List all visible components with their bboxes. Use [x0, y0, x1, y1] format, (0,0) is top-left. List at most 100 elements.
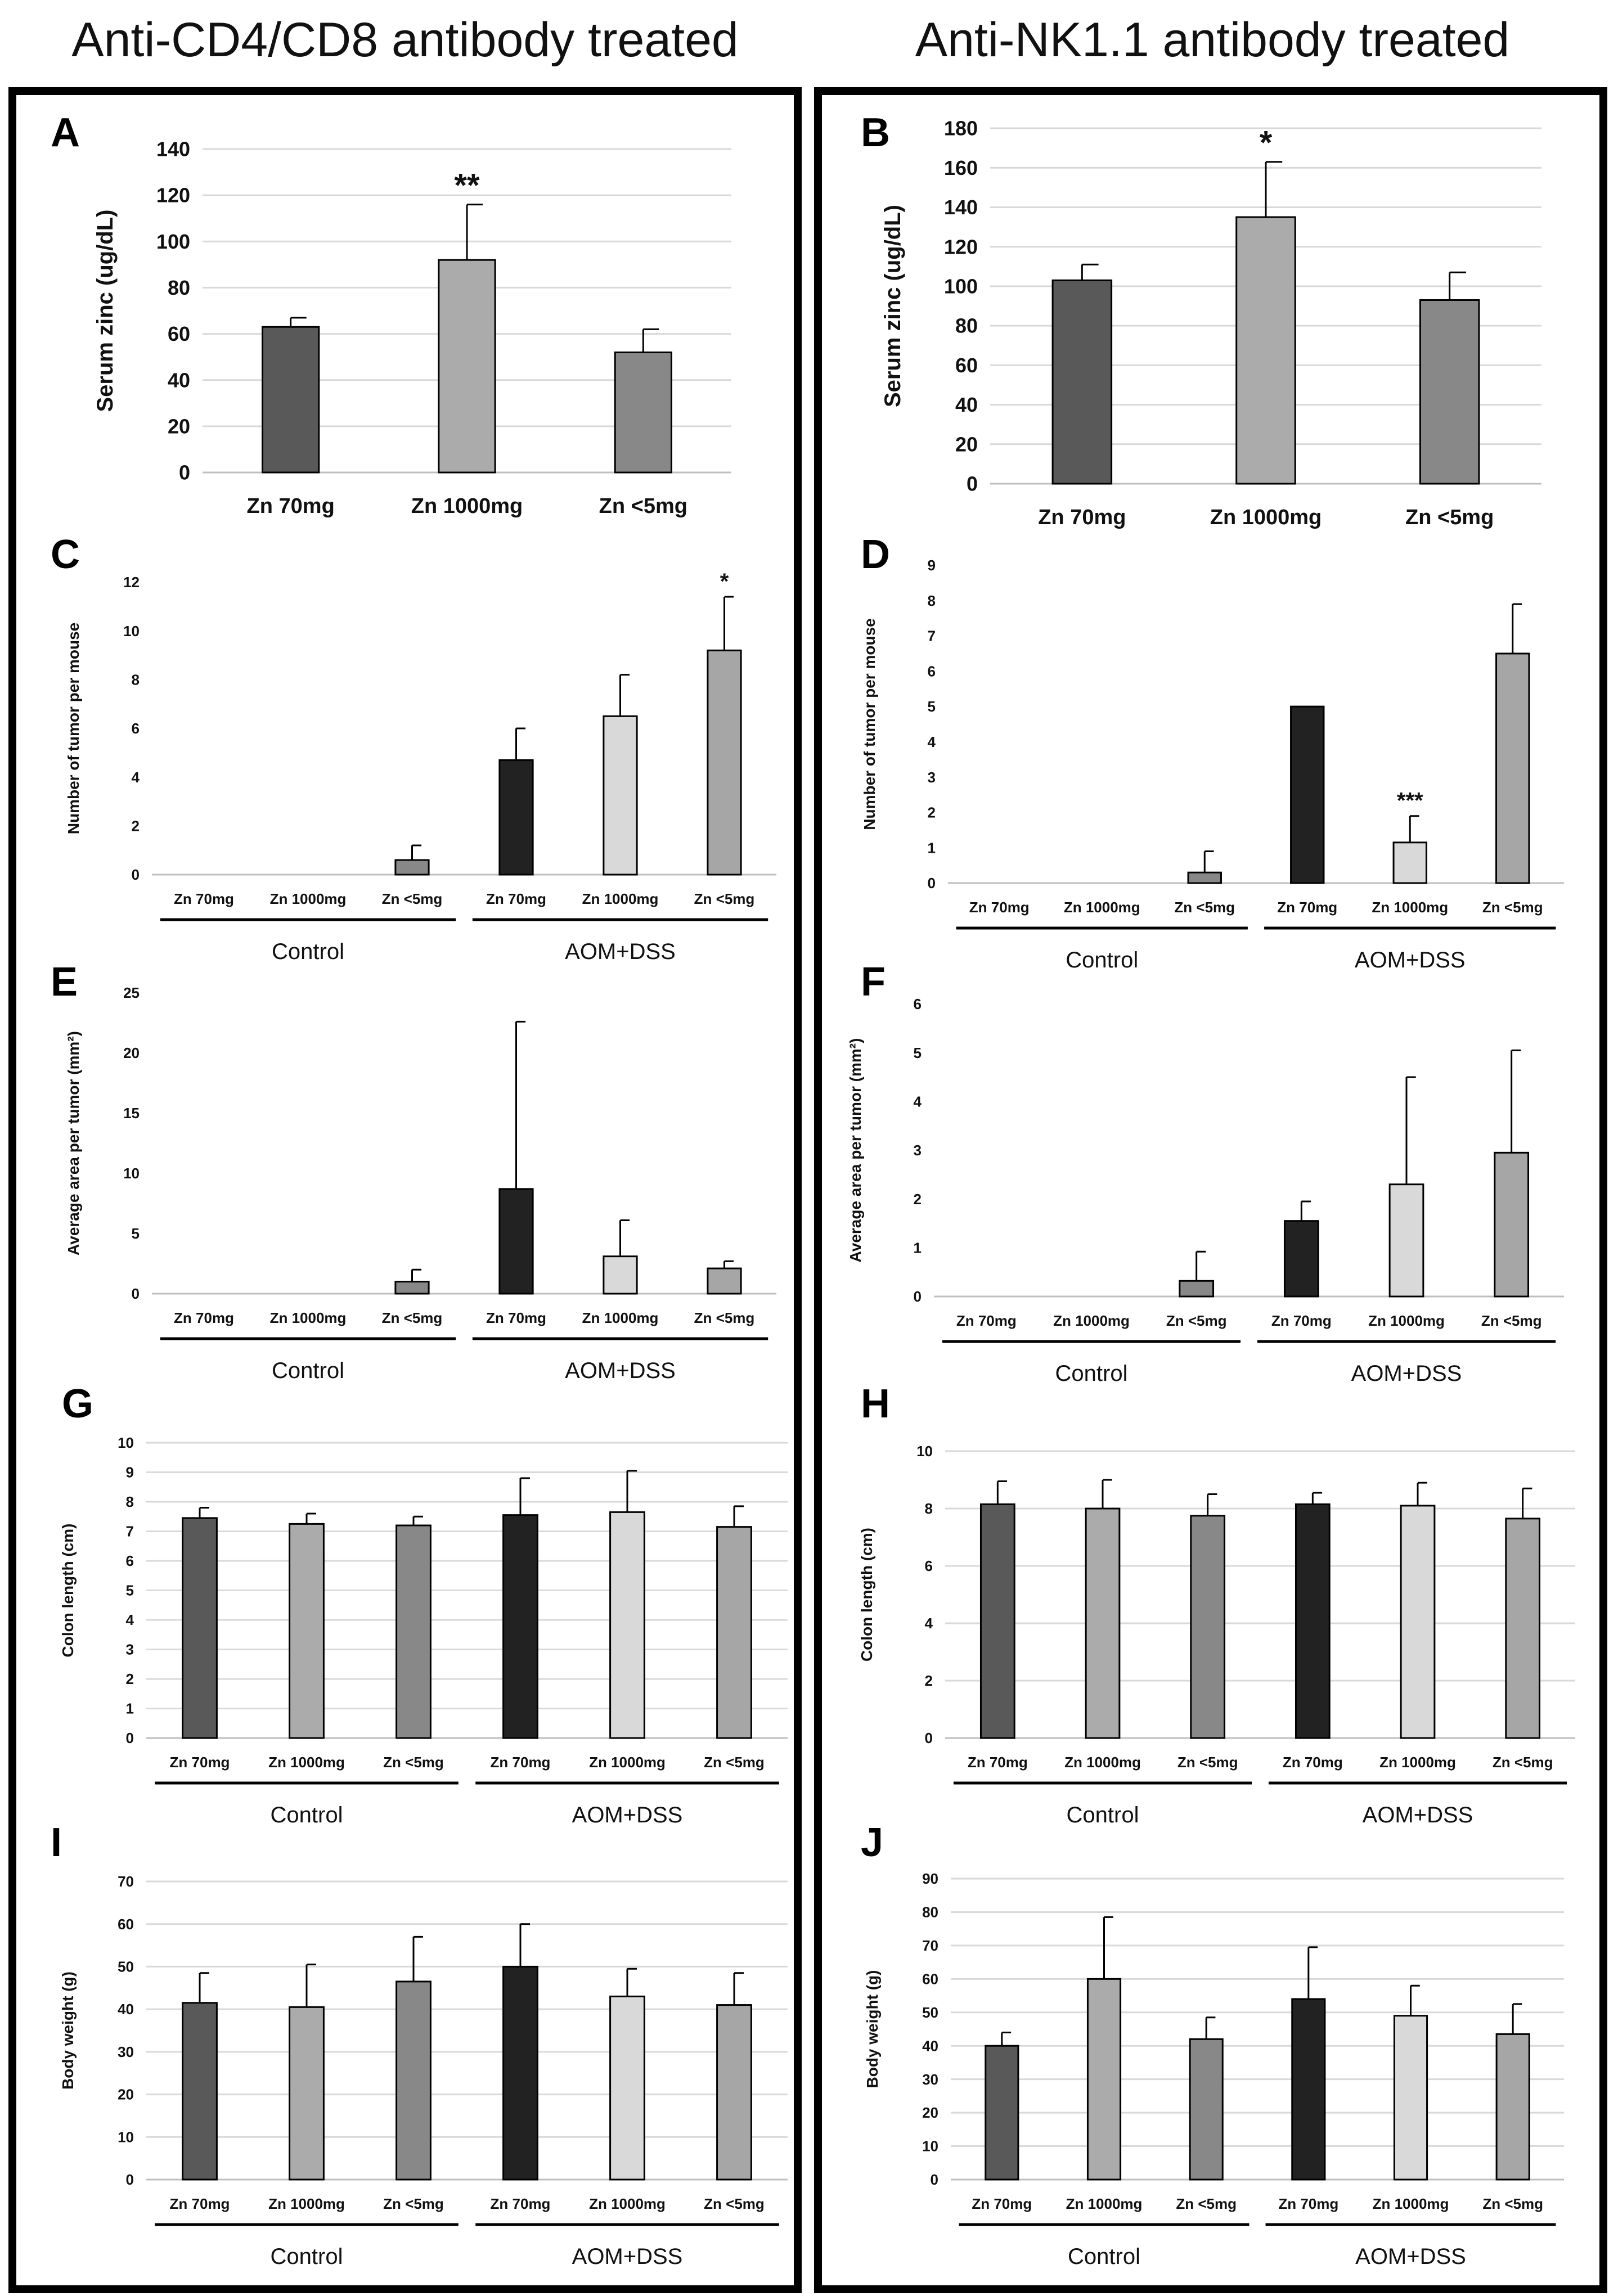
panel-letter: H — [861, 1381, 890, 1426]
bar — [498, 1188, 534, 1295]
bar — [707, 649, 742, 876]
x-category-label: Zn 1000mg — [1379, 1754, 1456, 1771]
y-axis-label: Average area per tumor (mm²) — [65, 1031, 82, 1255]
panel-letter: E — [51, 960, 78, 1005]
y-axis-label: Number of tumor per mouse — [65, 623, 82, 834]
panel-i: I 0 10 20 30 40 50 60 70 Body weight (g) Zn 70mg Zn… — [51, 1820, 788, 2269]
panel-letter: I — [51, 1820, 62, 1865]
y-tick-label: 10 — [118, 1434, 134, 1451]
group-label: AOM+DSS — [1355, 948, 1466, 973]
y-axis-label: Body weight (g) — [864, 1970, 881, 2088]
x-category-label: Zn 1000mg — [1066, 2195, 1143, 2212]
x-category-label: Zn <5mg — [1405, 506, 1494, 529]
bar — [609, 1995, 645, 2181]
y-tick-label: 100 — [156, 230, 190, 253]
bar — [716, 1526, 752, 1739]
group-label: Control — [1066, 948, 1138, 973]
x-category-label: Zn 1000mg — [1064, 1754, 1141, 1771]
y-tick-label: 9 — [928, 557, 936, 574]
panel-c: C 0 2 4 6 8 10 12 Number of tumor per mouse Zn 70… — [51, 532, 776, 964]
y-tick-label: 4 — [925, 1615, 933, 1632]
y-tick-label: 15 — [123, 1105, 140, 1122]
y-tick-label: 60 — [168, 322, 190, 345]
x-category-label: Zn 70mg — [968, 1754, 1028, 1771]
y-tick-label: 10 — [118, 2128, 134, 2145]
bar — [614, 351, 672, 474]
y-tick-label: 9 — [126, 1464, 134, 1481]
x-category-label: Zn 1000mg — [582, 890, 659, 907]
left-column-frame — [8, 87, 802, 2293]
x-category-label: Zn 70mg — [969, 899, 1030, 916]
x-category-label: Zn 1000mg — [589, 2195, 666, 2212]
x-category-label: Zn 1000mg — [268, 2195, 345, 2212]
y-tick-label: 4 — [914, 1093, 922, 1110]
x-category-label: Zn <5mg — [704, 2195, 765, 2212]
x-category-label: Zn 1000mg — [1368, 1312, 1445, 1329]
x-category-label: Zn <5mg — [382, 1309, 443, 1326]
y-tick-label: 40 — [922, 2037, 938, 2054]
x-category-label: Zn <5mg — [1176, 2195, 1237, 2212]
group-label: AOM+DSS — [1363, 1803, 1473, 1827]
x-category-label: Zn 70mg — [174, 1309, 234, 1326]
group-label: AOM+DSS — [1355, 2244, 1466, 2269]
bar — [1295, 1503, 1331, 1739]
y-tick-label: 0 — [914, 1288, 922, 1305]
y-tick-label: 7 — [928, 628, 936, 645]
y-tick-label: 5 — [928, 698, 936, 715]
bar — [1187, 871, 1222, 884]
bar — [1290, 705, 1325, 884]
right-column-title: Anti-NK1.1 antibody treated — [915, 13, 1510, 67]
y-tick-label: 8 — [132, 671, 140, 688]
bar — [1495, 652, 1530, 884]
group-label: AOM+DSS — [565, 939, 676, 964]
bar — [1393, 2015, 1428, 2181]
y-axis-label: Colon length (cm) — [59, 1524, 77, 1658]
bar — [1494, 1151, 1530, 1298]
x-category-label: Zn 70mg — [170, 1754, 230, 1771]
group-label: Control — [271, 2244, 343, 2269]
bar — [498, 759, 534, 876]
panel-letter: J — [861, 1820, 883, 1865]
y-axis-label: Body weight (g) — [59, 1971, 77, 2090]
x-category-label: Zn 70mg — [174, 890, 234, 907]
y-tick-label: 3 — [126, 1641, 134, 1658]
x-category-label: Zn 1000mg — [1372, 899, 1448, 916]
y-tick-label: 2 — [928, 804, 936, 821]
y-tick-label: 2 — [126, 1671, 134, 1687]
x-category-label: Zn 1000mg — [1210, 506, 1322, 529]
bar — [1400, 1505, 1436, 1739]
y-tick-label: 40 — [955, 393, 978, 416]
y-tick-label: 0 — [126, 1730, 134, 1746]
x-category-label: Zn 70mg — [491, 2195, 551, 2212]
y-tick-label: 80 — [922, 1904, 938, 1921]
y-axis-label: Serum zinc (ug/dL) — [880, 205, 905, 407]
panel-e: E 0 5 10 15 20 25 Average area per tumor (mm²) Z… — [51, 960, 776, 1383]
y-tick-label: 20 — [123, 1045, 140, 1061]
x-category-label: Zn <5mg — [1481, 1312, 1542, 1329]
x-category-label: Zn 70mg — [1277, 899, 1337, 916]
bar — [182, 1517, 218, 1739]
group-label: Control — [271, 1803, 343, 1827]
y-tick-label: 0 — [132, 866, 140, 883]
bar — [438, 259, 496, 474]
bar — [1085, 1507, 1121, 1739]
x-category-label: Zn 1000mg — [411, 494, 523, 518]
bar — [289, 2006, 325, 2181]
y-tick-label: 4 — [132, 769, 140, 786]
bar — [1086, 1978, 1122, 2181]
y-tick-label: 2 — [925, 1672, 933, 1689]
bar — [1190, 1515, 1226, 1739]
bar — [1283, 1220, 1319, 1298]
y-tick-label: 8 — [126, 1493, 134, 1510]
group-label: Control — [1055, 1361, 1128, 1386]
y-tick-label: 2 — [914, 1191, 922, 1208]
bar — [395, 1980, 432, 2181]
bar — [985, 2045, 1019, 2181]
bar — [394, 1281, 430, 1295]
x-category-label: Zn 1000mg — [270, 1309, 347, 1326]
panel-g: G 0 1 2 3 4 5 6 7 8 9 10 Colon length (cm) Zn 70mg Zn … — [59, 1381, 788, 1827]
y-tick-label: 5 — [914, 1045, 922, 1061]
bar — [603, 715, 638, 876]
panel-letter: F — [861, 960, 886, 1005]
